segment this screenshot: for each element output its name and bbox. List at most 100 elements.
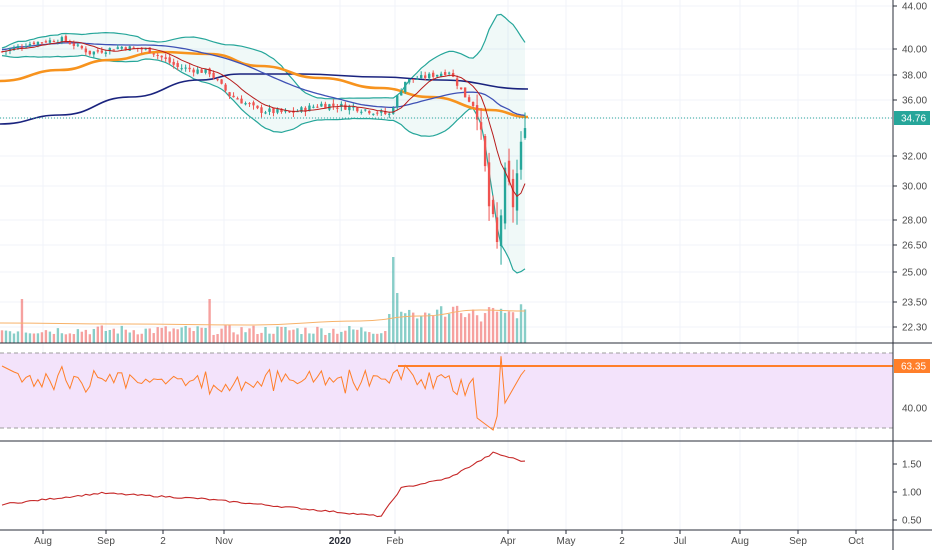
volume-bar <box>88 334 92 343</box>
candle <box>132 46 135 49</box>
candle <box>168 53 171 65</box>
volume-bar <box>471 309 475 343</box>
volume-bar <box>324 334 327 343</box>
volume-bar <box>24 332 28 343</box>
candle <box>160 55 163 62</box>
candle <box>491 195 495 218</box>
price-tick-label: 40.00 <box>902 45 927 56</box>
volume-bar <box>128 332 131 343</box>
volume-bar <box>491 307 495 343</box>
candle <box>68 39 72 45</box>
candle <box>80 44 84 50</box>
volume-bar <box>288 330 291 343</box>
volume-bar <box>84 329 88 343</box>
time-tick-label: 2 <box>619 536 625 547</box>
volume-bar <box>220 328 223 343</box>
volume-bar <box>172 328 175 343</box>
candle <box>272 107 275 117</box>
volume-bar <box>204 327 207 343</box>
lower-indicator-panel[interactable] <box>1 451 526 518</box>
volume-bar <box>519 304 523 343</box>
candle <box>427 72 431 82</box>
price-axis[interactable]: 44.00 40.00 38.00 36.00 34.76 32.00 30.00 28.00… <box>893 2 930 527</box>
time-tick-label: Sep <box>789 536 807 547</box>
volume-bar <box>264 327 267 343</box>
candle <box>224 83 227 93</box>
volume-bar <box>376 333 379 343</box>
volume-bar <box>495 311 499 343</box>
volume-bar <box>312 333 315 343</box>
volume-bar <box>332 328 335 343</box>
candle <box>196 66 199 75</box>
volume-bar <box>176 329 179 343</box>
volume-bar <box>36 333 40 343</box>
bollinger-upper-line <box>1 13 526 100</box>
candle <box>256 105 259 110</box>
volume-bar <box>304 327 307 343</box>
volume-bar <box>180 327 183 343</box>
candle <box>60 35 64 45</box>
volume-bar <box>104 330 107 343</box>
time-tick-label: Nov <box>215 536 233 547</box>
volume-bars <box>0 257 527 343</box>
moving-average-orange-line <box>0 50 529 119</box>
volume-bar <box>256 334 259 343</box>
volume-bar <box>252 325 255 343</box>
volume-bar <box>68 333 72 343</box>
volume-bar <box>140 333 143 343</box>
volume-bar <box>272 333 275 343</box>
candle <box>336 103 339 113</box>
candle <box>368 110 371 115</box>
candle <box>112 49 115 51</box>
volume-bar <box>164 326 167 343</box>
volume-bar <box>188 327 191 343</box>
volume-bar <box>92 328 96 343</box>
volume-bar <box>100 325 103 343</box>
candle <box>116 44 119 50</box>
candle <box>192 67 195 77</box>
price-panel[interactable] <box>0 13 893 343</box>
candle <box>212 70 215 80</box>
price-tick-label: 26.50 <box>902 241 927 252</box>
volume-bar <box>352 329 355 343</box>
candle <box>515 159 519 225</box>
volume-bar <box>192 331 195 343</box>
volume-bar <box>340 331 343 343</box>
rsi-panel[interactable] <box>0 352 893 431</box>
volume-bar <box>400 311 403 343</box>
price-tick-label: 44.00 <box>902 2 927 13</box>
candle <box>216 77 219 82</box>
candle <box>320 101 323 107</box>
candle <box>412 78 415 83</box>
volume-bar <box>268 333 271 343</box>
volume-bar <box>116 333 119 343</box>
candle <box>228 91 231 99</box>
time-tick-label: 2 <box>160 536 166 547</box>
volume-bar <box>380 333 383 343</box>
volume-bar <box>248 328 251 343</box>
volume-bar <box>507 311 511 343</box>
volume-bar <box>208 299 211 343</box>
candle <box>360 109 363 115</box>
volume-bar <box>463 317 467 343</box>
time-axis[interactable]: Aug Sep 2 Nov 2020 Feb Apr May 2 Jul Aug Sep Oct <box>34 530 864 547</box>
candle <box>463 87 467 98</box>
volume-bar <box>300 334 303 343</box>
volume-bar <box>360 327 363 343</box>
volume-bar <box>368 332 371 343</box>
time-tick-label: 2020 <box>329 536 352 547</box>
candle <box>503 162 507 230</box>
candle <box>372 113 375 116</box>
volume-bar <box>184 325 187 343</box>
volume-bar <box>0 330 4 343</box>
volume-bar <box>240 327 243 343</box>
candle <box>208 67 211 78</box>
candle <box>164 53 167 62</box>
volume-bar <box>292 329 295 343</box>
volume-bar <box>12 333 16 343</box>
volume-bar <box>28 333 32 343</box>
time-tick-label: Jul <box>674 536 687 547</box>
candle <box>180 64 183 71</box>
candle <box>52 39 56 43</box>
